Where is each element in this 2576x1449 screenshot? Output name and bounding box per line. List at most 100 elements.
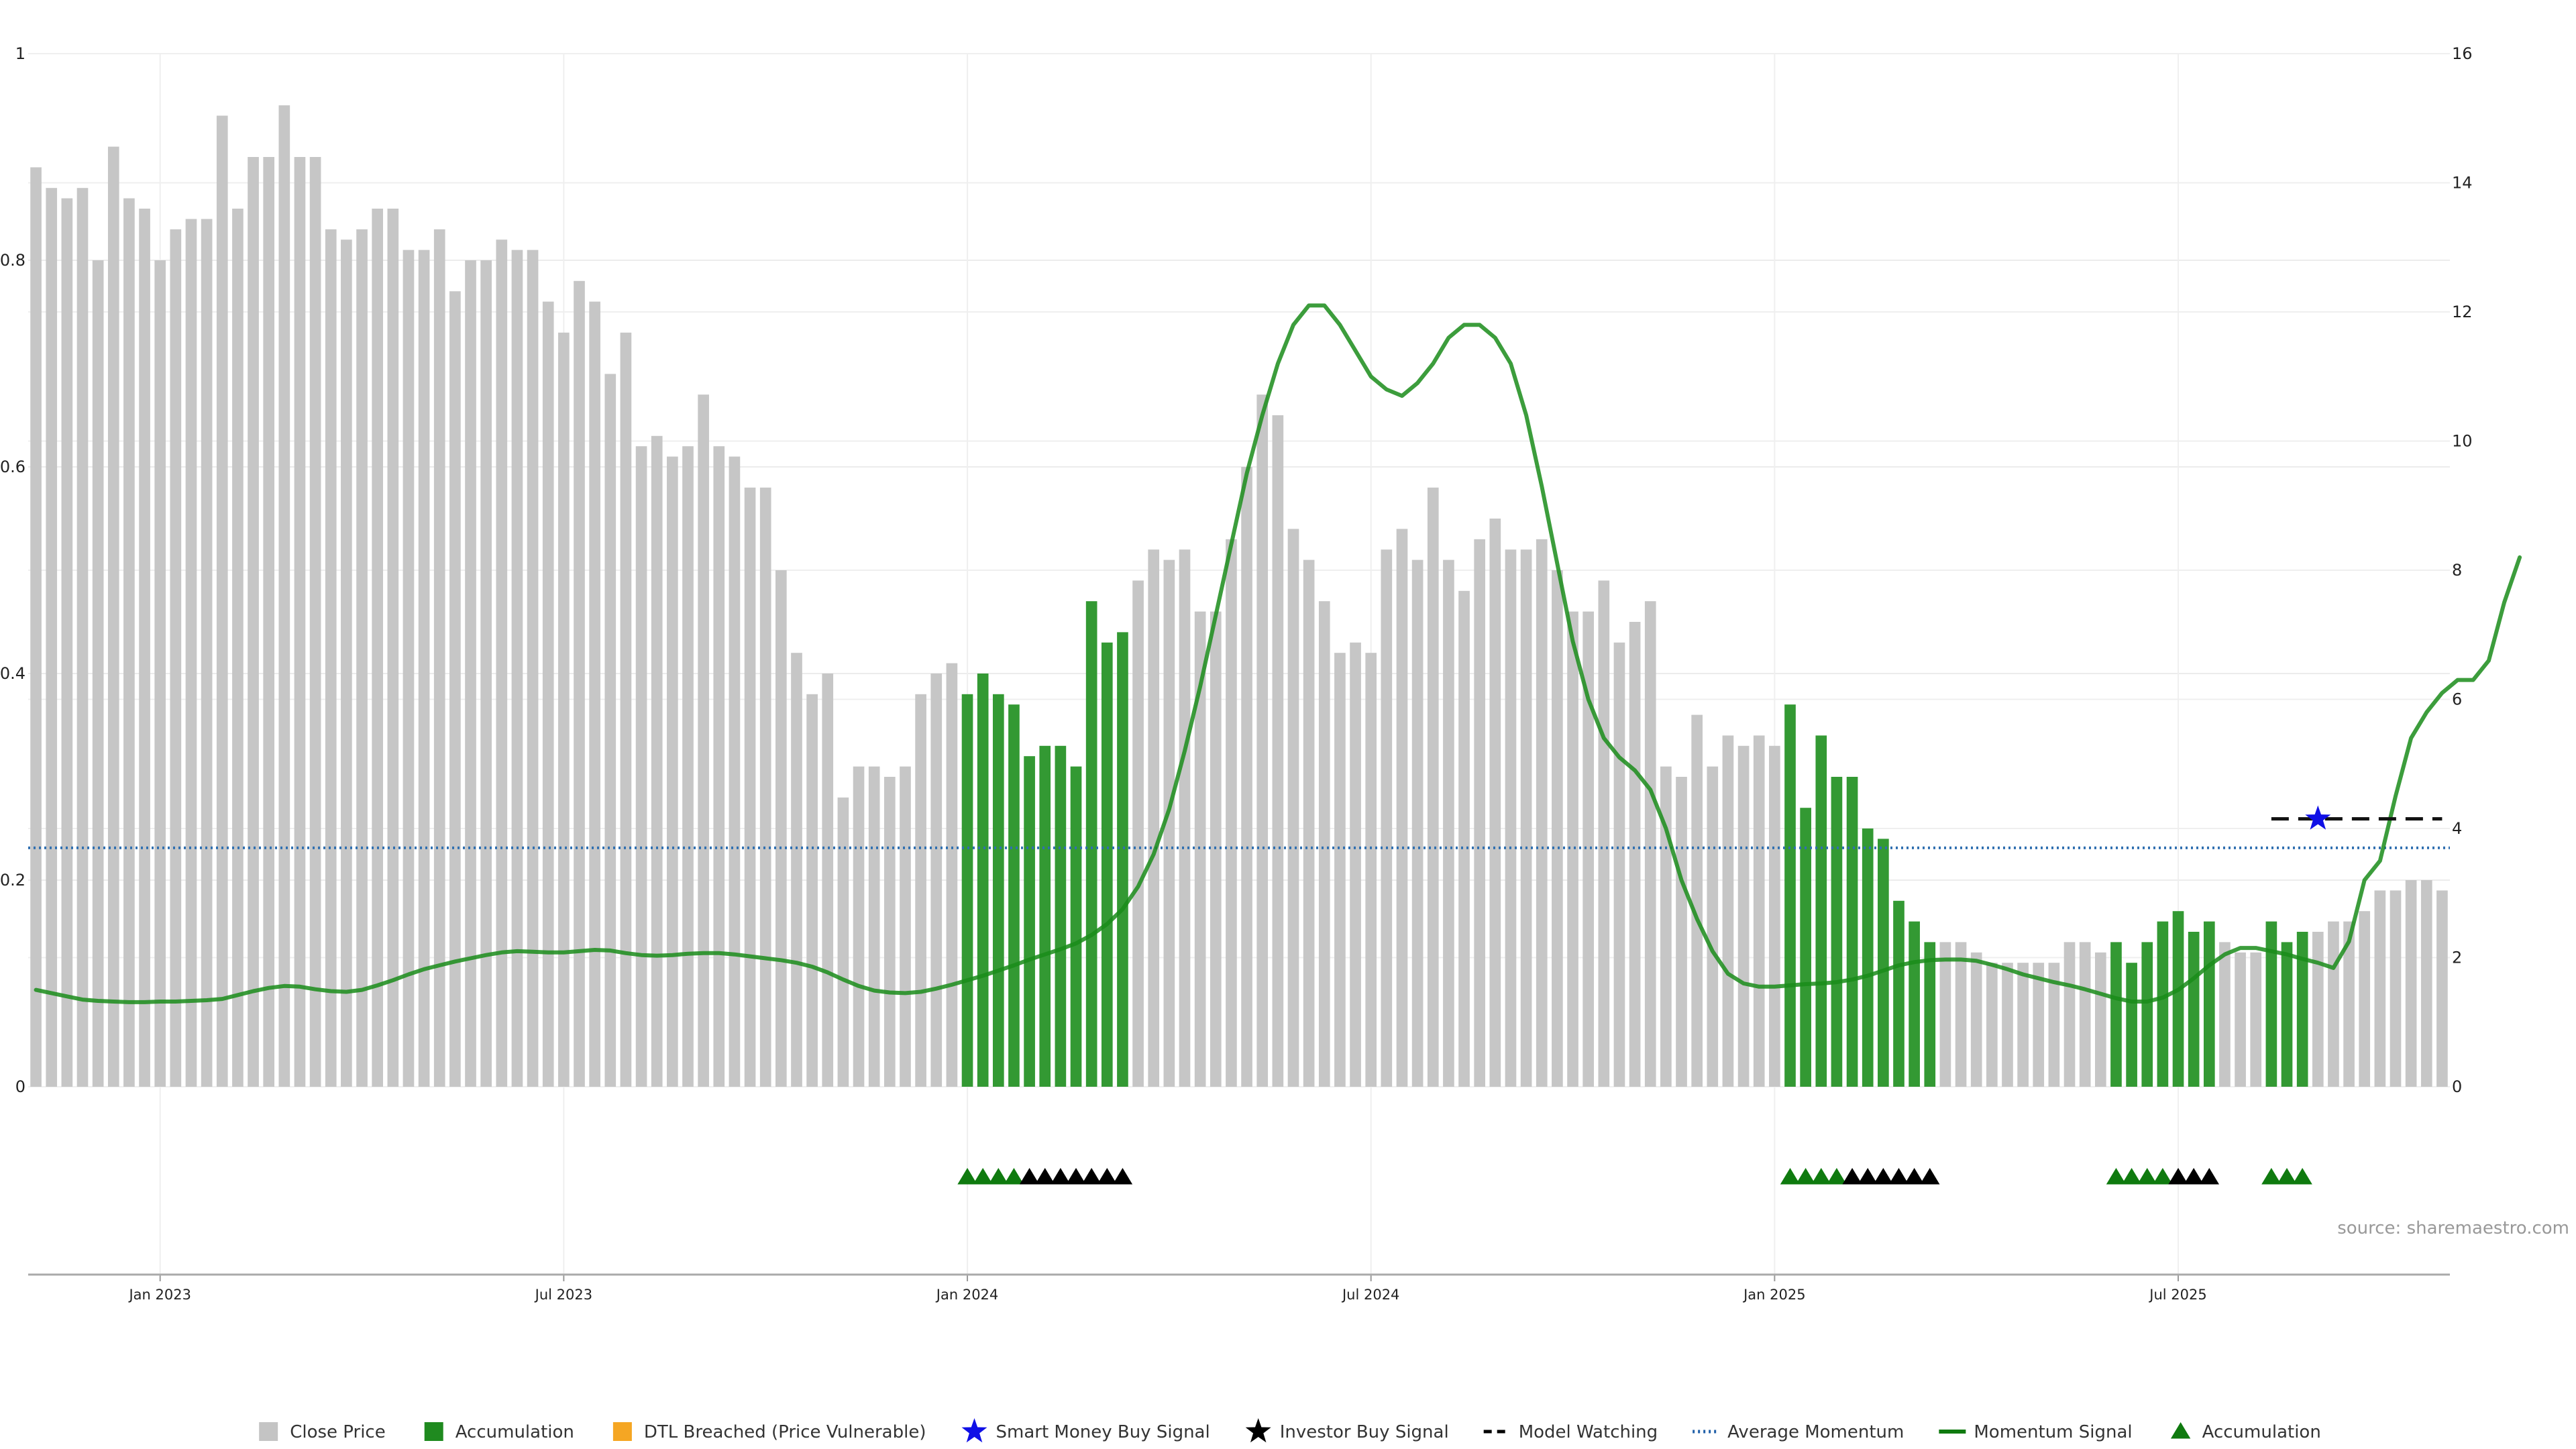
close-price-bar (1443, 559, 1454, 1087)
close-price-bar (1272, 415, 1284, 1087)
close-price-bar (806, 694, 818, 1087)
close-price-bar (900, 766, 911, 1087)
accumulation-bar (1055, 745, 1067, 1087)
close-price-bar (729, 456, 741, 1087)
close-price-bar (682, 446, 694, 1087)
close-price-bar (372, 209, 384, 1087)
close-price-bar (1381, 549, 1393, 1087)
accumulation-triangle-black (1888, 1168, 1909, 1185)
accumulation-bar (1815, 735, 1827, 1087)
accumulation-bar (977, 674, 989, 1087)
close-price-bar (61, 198, 73, 1087)
close-price-bar (1132, 580, 1144, 1087)
close-price-bar (1163, 559, 1175, 1087)
legend-square-icon (259, 1422, 278, 1441)
close-price-bar (1536, 539, 1548, 1087)
accumulation-bar (2157, 921, 2169, 1087)
close-price-bar (1676, 777, 1687, 1087)
close-price-bar (930, 674, 943, 1087)
close-price-bar (263, 157, 275, 1087)
accumulation-triangle (973, 1168, 993, 1185)
accumulation-bar (1070, 766, 1082, 1087)
accumulation-triangle-black (1112, 1168, 1133, 1185)
accumulation-triangle-black (2199, 1168, 2220, 1185)
legend-star-icon (1245, 1418, 1271, 1443)
accumulation-bar (1117, 632, 1128, 1087)
legend-item: DTL Breached (Price Vulnerable) (612, 1422, 926, 1442)
close-price-bar (1350, 642, 1361, 1087)
close-price-bar (232, 209, 244, 1087)
close-price-bar (620, 332, 632, 1087)
close-price-bar (1644, 601, 1656, 1087)
close-price-bar (139, 209, 150, 1087)
accumulation-bar (2188, 932, 2200, 1087)
legend-label: Momentum Signal (1974, 1422, 2132, 1442)
close-price-bar (1753, 735, 1765, 1087)
legend-label: Accumulation (2202, 1422, 2321, 1442)
close-price-bar (946, 663, 958, 1087)
close-price-bar (2002, 963, 2013, 1087)
close-price-bar (1256, 394, 1269, 1087)
close-price-bar (294, 157, 306, 1087)
close-price-bar (170, 229, 182, 1087)
accumulation-bar (2203, 921, 2215, 1087)
y-left-tick-label: 0.8 (0, 251, 25, 270)
close-price-bar (2017, 963, 2029, 1087)
close-price-bar (1582, 611, 1595, 1087)
close-price-bar (2436, 890, 2448, 1087)
accumulation-bar (1909, 921, 1920, 1087)
legend-item: Accumulation (424, 1422, 574, 1442)
accumulation-triangle-black (2168, 1168, 2188, 1185)
accumulation-triangle-black (1081, 1168, 1102, 1185)
accumulation-triangle (2292, 1168, 2312, 1185)
close-price-bar (511, 250, 523, 1087)
legend-label: Close Price (290, 1422, 386, 1442)
accumulation-bar (2265, 921, 2277, 1087)
y-left-tick-label: 0.4 (0, 664, 25, 683)
y-right-tick-label: 8 (2452, 561, 2462, 580)
legend-label: Average Momentum (1727, 1422, 1904, 1442)
close-price-bar (915, 694, 926, 1087)
close-price-bar (635, 446, 647, 1087)
y-left-tick-label: 0 (15, 1077, 25, 1096)
close-price-bar (1691, 714, 1703, 1087)
accumulation-triangle-black (1858, 1168, 1878, 1185)
close-price-bar (574, 280, 585, 1087)
y-right-tick-label: 14 (2452, 174, 2473, 193)
axes: Jan 2023 Jul 2023 Jan 2024 Jul 2024 Jan 2025… (0, 44, 2473, 1303)
close-price-bar (465, 260, 476, 1087)
legend-square-icon (612, 1422, 632, 1441)
accumulation-bar (1101, 642, 1113, 1087)
momentum-signal-line (34, 303, 2522, 1004)
close-price-bar (1613, 642, 1625, 1087)
close-price-bar (402, 250, 415, 1087)
accumulation-markers (957, 1168, 2312, 1185)
accumulation-bar (1024, 756, 1035, 1087)
accumulation-triangle (1811, 1168, 1831, 1185)
accumulation-bar (2126, 963, 2137, 1087)
legend-item: Momentum Signal (1939, 1422, 2133, 1442)
accumulation-triangle (2106, 1168, 2127, 1185)
close-price-bar (2063, 942, 2076, 1087)
close-price-bar (1722, 735, 1734, 1087)
momentum-lines (28, 303, 2522, 1004)
x-tick-label: Jul 2023 (534, 1287, 592, 1303)
close-price-bar (1241, 467, 1252, 1087)
close-price-bar (356, 229, 368, 1087)
close-price-bar (1287, 529, 1299, 1087)
accumulation-triangle (1780, 1168, 1801, 1185)
close-price-bar (2328, 921, 2339, 1087)
close-price-bar (2390, 890, 2402, 1087)
close-price-bar (2094, 952, 2106, 1087)
close-price-bar (278, 105, 290, 1087)
y-right-tick-label: 10 (2452, 432, 2473, 451)
source-label: source: sharemaestro.com (2337, 1218, 2569, 1238)
close-price-bar (1598, 580, 1610, 1087)
grid-lines (28, 53, 2450, 1275)
y-right-tick-label: 0 (2452, 1077, 2462, 1096)
y-right-tick-label: 2 (2452, 949, 2462, 967)
close-price-bar (1318, 601, 1330, 1087)
close-price-bar (791, 653, 802, 1087)
legend-item: Model Watching (1483, 1422, 1658, 1442)
